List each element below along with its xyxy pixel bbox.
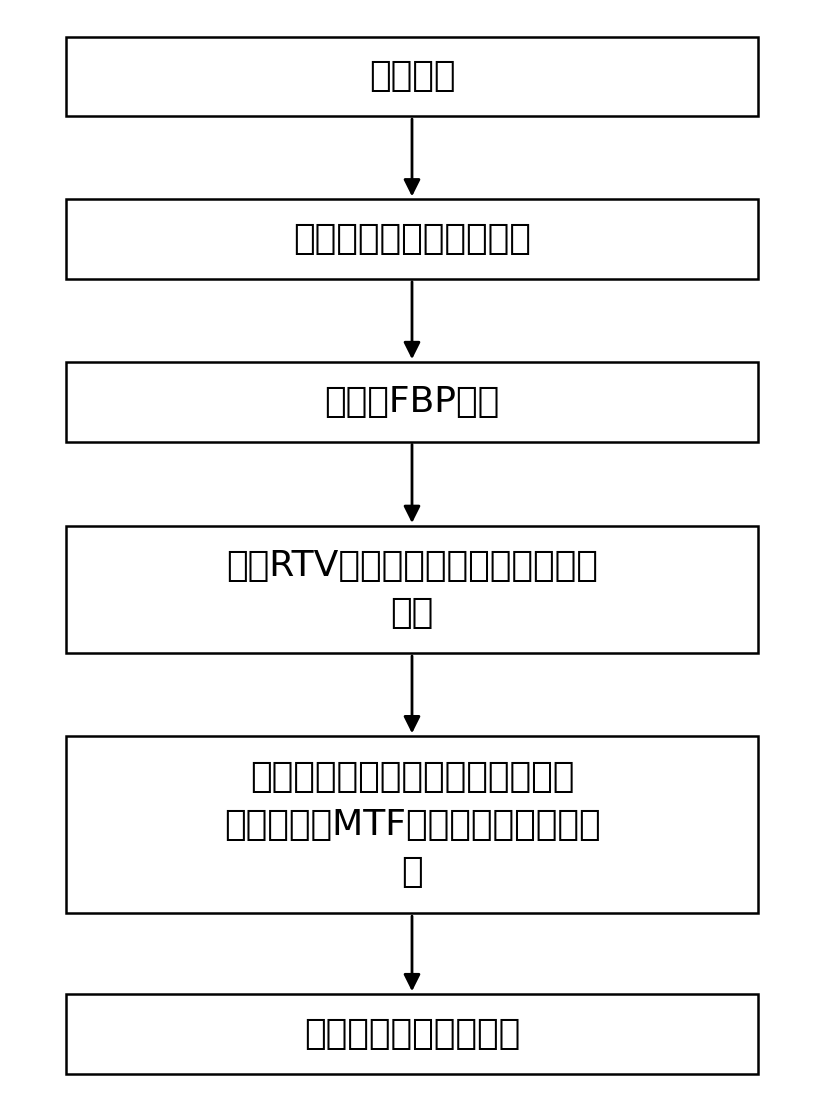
Text: 使用改进的圆盘卡空间分辨率的测
量方法得到MTF（调制传递函数）曲
线: 使用改进的圆盘卡空间分辨率的测 量方法得到MTF（调制传递函数）曲 线 <box>223 761 601 889</box>
FancyBboxPatch shape <box>66 362 758 442</box>
Text: 利用RTV算法对重建的图像进行去噪
处理: 利用RTV算法对重建的图像进行去噪 处理 <box>226 549 598 630</box>
Text: 扇形束FBP重建: 扇形束FBP重建 <box>325 385 499 418</box>
FancyBboxPatch shape <box>66 736 758 913</box>
FancyBboxPatch shape <box>66 526 758 653</box>
FancyBboxPatch shape <box>66 37 758 116</box>
FancyBboxPatch shape <box>66 199 758 279</box>
FancyBboxPatch shape <box>66 994 758 1074</box>
Text: 显示图像的空间分辨率: 显示图像的空间分辨率 <box>304 1017 520 1051</box>
Text: 开启系统: 开启系统 <box>369 60 455 93</box>
Text: 扇形束扫描获得完整数据: 扇形束扫描获得完整数据 <box>293 223 531 256</box>
